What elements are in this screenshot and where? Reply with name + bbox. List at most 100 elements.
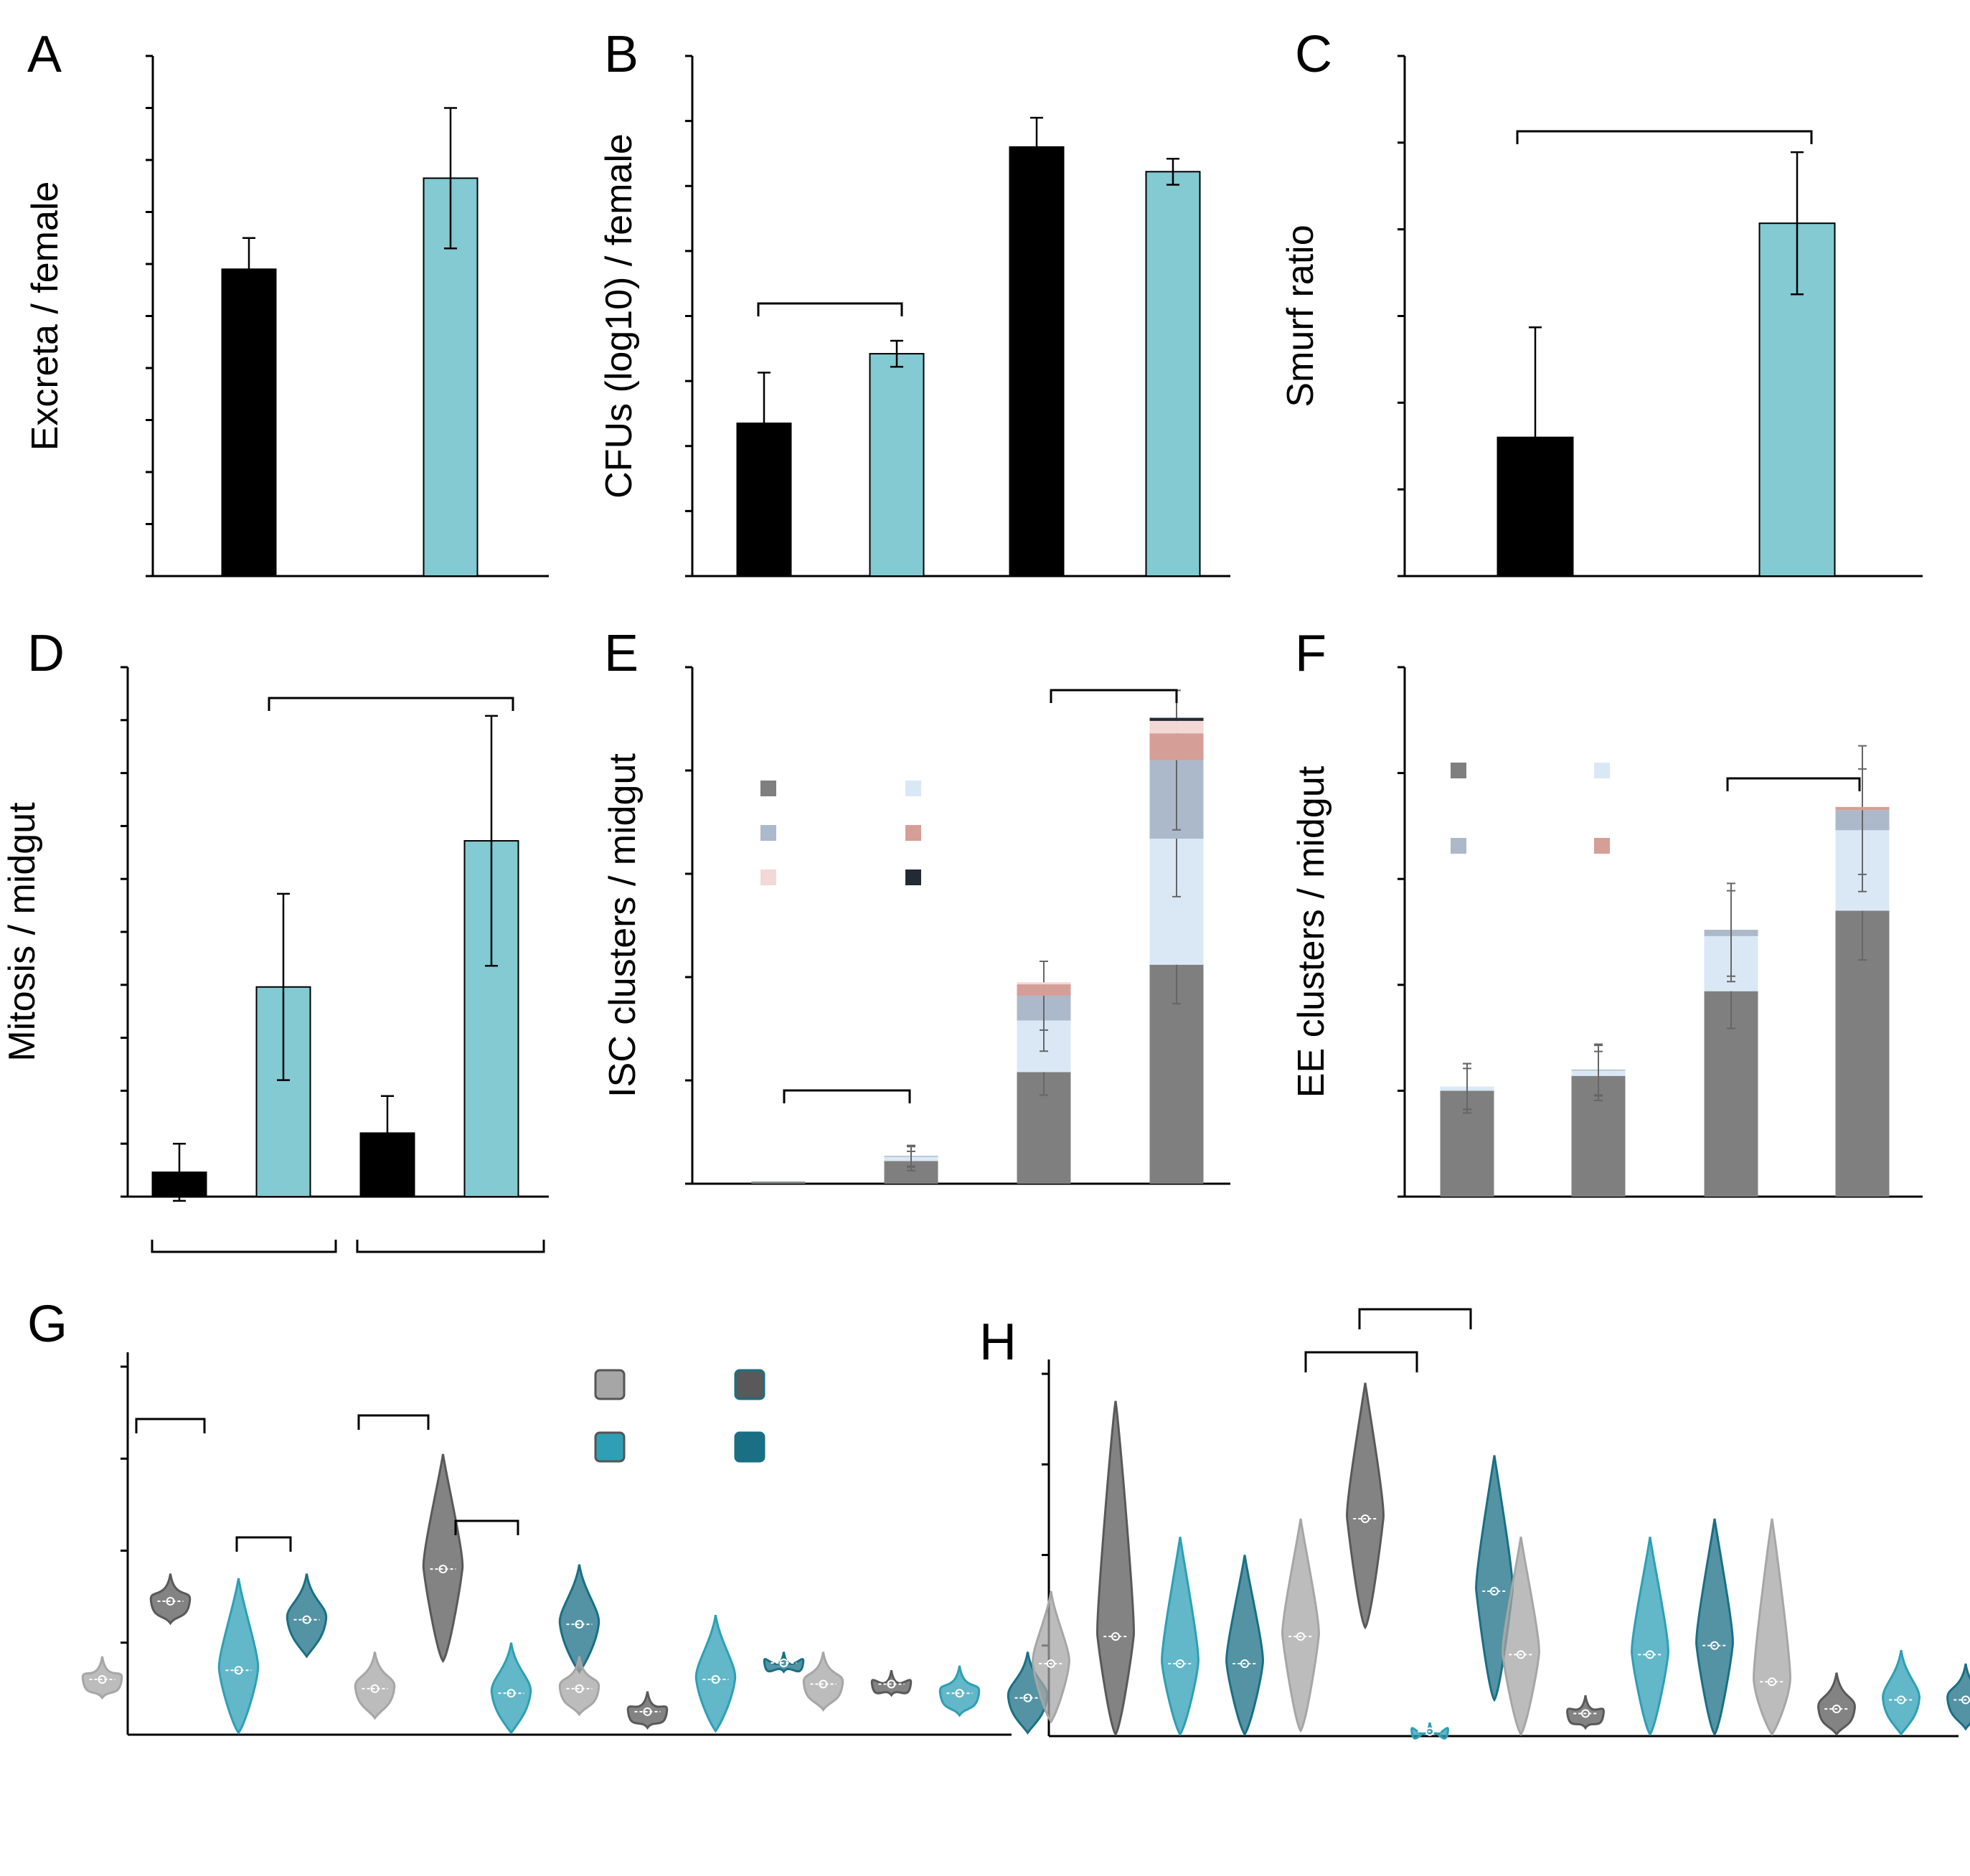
y-axis-label: Excreta / female [24,182,66,451]
violin [626,1691,669,1730]
data-point [1897,1695,1905,1705]
group-brace-mated [356,1240,545,1253]
error-bar [1030,116,1043,177]
legend-swatch [1594,838,1610,854]
error-bar [1167,157,1179,186]
violin [1882,1649,1920,1737]
violin [1502,1537,1540,1737]
legend-swatch [905,869,921,885]
data-point [234,1666,243,1675]
panel-label-h: H [979,1314,1017,1371]
sig-bracket [454,1519,519,1535]
data-point [1961,1695,1970,1705]
data-point [506,1689,516,1698]
panel-label-d: D [27,625,65,682]
sig-bracket [1358,1308,1472,1329]
panel-label-b: B [604,26,638,83]
panels: Excreta / female CFUs (log10) / female Smu… [1,55,1970,1740]
panel-label-f: F [1295,625,1326,682]
error-bar [1463,1062,1471,1111]
error-bar [242,237,255,301]
error-bar [758,372,770,475]
violin [1032,1590,1070,1724]
violin [558,1564,600,1674]
data-point [1710,1641,1719,1650]
data-point [302,1615,311,1624]
y-axis-label: ISC clusters / midgut [602,753,644,1098]
data-point [1176,1659,1184,1668]
legend-swatch [760,869,776,885]
legend-swatch [905,781,921,796]
panel-label-e: E [604,625,638,682]
error-bar [444,107,457,250]
error-bar [890,339,903,368]
error-bar [485,715,498,967]
data-point [1361,1514,1370,1523]
error-bar [1594,1043,1603,1096]
chart-b: CFUs (log10) / female [598,55,1230,578]
data-point [955,1689,964,1698]
legend-swatch [760,825,776,841]
bar [221,268,277,577]
violin [694,1615,737,1733]
sig-bracket [235,1536,292,1552]
error-bar [907,1144,915,1167]
data-point [1023,1693,1032,1702]
bar [1009,146,1065,577]
violin [286,1573,328,1659]
violin [149,1573,192,1626]
y-axis-label: EE clusters / midgut [1291,765,1332,1098]
violin [1225,1555,1264,1737]
bar-segment [1835,806,1890,811]
violin [1753,1518,1791,1737]
violin [422,1453,464,1664]
y-axis-label: Mitosis / midgut [1,802,43,1062]
violin [490,1642,532,1735]
data-point [1240,1659,1249,1668]
panel-label-g: G [27,1296,67,1353]
legend-swatch [594,1431,626,1463]
sig-bracket [1304,1351,1418,1372]
error-bar [173,1142,186,1202]
violin [1946,1663,1970,1731]
data-point [1646,1650,1654,1659]
chart-f: EE clusters / midgut [1291,666,1923,1198]
legend-swatch [1451,763,1466,778]
data-point [711,1675,720,1684]
isc-bracket-4d [783,1089,911,1103]
violin [1410,1722,1449,1740]
data-point [779,1658,788,1667]
data-point [98,1675,107,1684]
smurf-bracket [1516,130,1813,144]
data-point [1425,1727,1434,1736]
error-bar [1791,151,1804,296]
legend-swatch [594,1369,626,1400]
chart-c: Smurf ratio [1280,55,1923,578]
mitosis-bracket [268,697,514,711]
data-point [438,1565,448,1574]
bar-segment [1017,982,1071,985]
violin [1346,1382,1385,1630]
y-axis-label: Smurf ratio [1280,225,1321,407]
legend-swatch [734,1431,765,1463]
data-point [575,1620,584,1629]
violin [938,1665,981,1717]
group-brace-virgin [151,1240,337,1253]
error-bar [1727,882,1735,977]
data-point [887,1679,896,1689]
chart-g [81,1352,1049,1736]
panel-label-c: C [1295,26,1332,83]
bar [1145,171,1201,577]
legend-swatch [1594,763,1610,778]
violin [1817,1672,1856,1737]
bar-segment [1149,733,1204,760]
chart-h [1032,1308,1970,1740]
chart-d: Mitosis / midgut [1,666,549,1253]
legend-swatch [1451,838,1466,854]
data-point [166,1597,175,1606]
bar-segment [1017,984,1071,996]
error-bar [1529,326,1542,549]
data-point [819,1679,828,1689]
data-point [575,1684,584,1693]
sig-bracket [357,1414,430,1430]
